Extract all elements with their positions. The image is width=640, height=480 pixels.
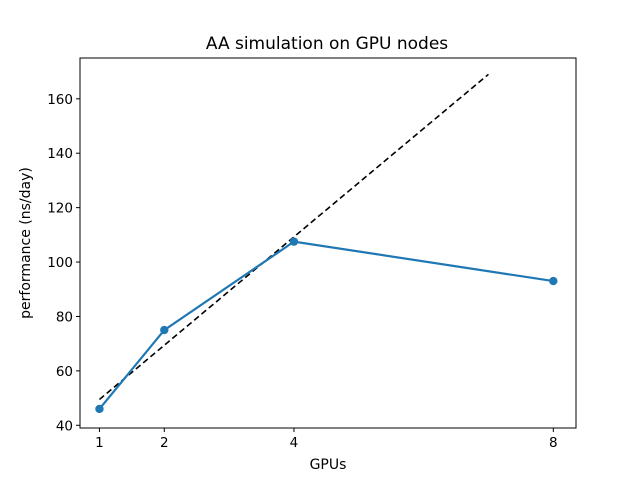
data-point	[95, 404, 104, 414]
data-point	[549, 276, 558, 286]
y-axis-label: performance (ns/day)	[18, 167, 34, 319]
x-axis-label: GPUs	[310, 457, 347, 473]
y-tick-label: 120	[47, 201, 73, 217]
y-tick-label: 40	[56, 418, 73, 434]
x-tick-label: 1	[95, 435, 104, 451]
plot-frame	[79, 57, 577, 429]
ideal-scaling-line	[98, 73, 489, 401]
x-axis: 1 2 4 8	[95, 428, 558, 451]
x-tick-label: 8	[549, 435, 558, 451]
y-tick-label: 140	[47, 146, 73, 162]
data-point	[289, 237, 299, 246]
performance-line	[98, 240, 554, 410]
plot-area	[95, 73, 558, 414]
y-tick-label: 80	[56, 309, 73, 325]
y-tick-label: 160	[47, 92, 73, 108]
y-tick-label: 60	[56, 364, 73, 380]
x-tick-label: 2	[160, 435, 169, 451]
y-tick-label: 100	[47, 255, 73, 271]
y-axis: 40 60 80 100 120 140 160	[47, 92, 80, 434]
x-tick-label: 4	[290, 435, 299, 451]
chart-title: AA simulation on GPU nodes	[206, 34, 448, 54]
data-point	[160, 325, 169, 335]
